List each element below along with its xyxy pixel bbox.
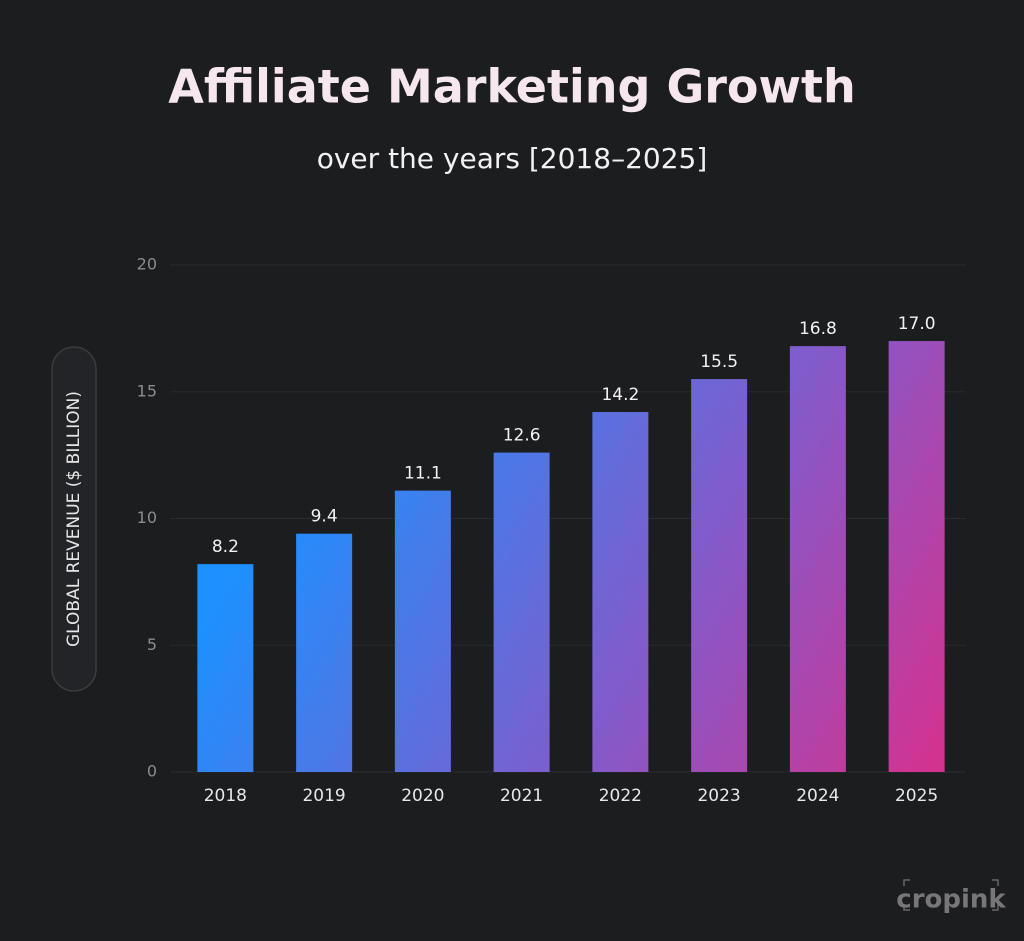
y-tick-label: 15 <box>137 381 157 400</box>
value-label: 11.1 <box>404 464 442 484</box>
bar <box>493 452 550 772</box>
bar <box>197 564 254 772</box>
y-axis-label: GLOBAL REVENUE ($ BILLION) <box>64 391 84 647</box>
x-tick-label: 2020 <box>401 786 444 806</box>
chart-subtitle: over the years [2018–2025] <box>317 142 708 175</box>
value-label: 17.0 <box>898 314 936 334</box>
x-tick-label: 2019 <box>302 786 345 806</box>
value-label: 8.2 <box>212 537 239 557</box>
y-tick-label: 20 <box>137 255 157 274</box>
x-tick-label: 2018 <box>204 786 247 806</box>
value-label: 14.2 <box>601 385 639 405</box>
x-tick-label: 2022 <box>599 786 642 806</box>
x-tick-label: 2024 <box>796 786 839 806</box>
value-label: 12.6 <box>503 426 541 446</box>
bar <box>394 490 451 772</box>
bar <box>296 533 353 772</box>
y-label-pill <box>51 346 97 692</box>
x-tick-label: 2021 <box>500 786 543 806</box>
y-tick-label: 0 <box>147 762 157 781</box>
bar <box>789 346 846 772</box>
value-label: 16.8 <box>799 319 837 339</box>
watermark-frame <box>903 879 999 911</box>
value-label: 9.4 <box>311 507 338 527</box>
y-tick-label: 10 <box>137 508 157 527</box>
value-label: 15.5 <box>700 352 738 372</box>
bar <box>691 379 748 772</box>
y-tick-label: 5 <box>147 635 157 654</box>
x-tick-label: 2025 <box>895 786 938 806</box>
bar <box>592 412 649 772</box>
chart-title: Affiliate Marketing Growth <box>168 60 855 114</box>
watermark: cropink <box>896 885 1006 915</box>
bar <box>888 341 945 772</box>
x-tick-label: 2023 <box>697 786 740 806</box>
